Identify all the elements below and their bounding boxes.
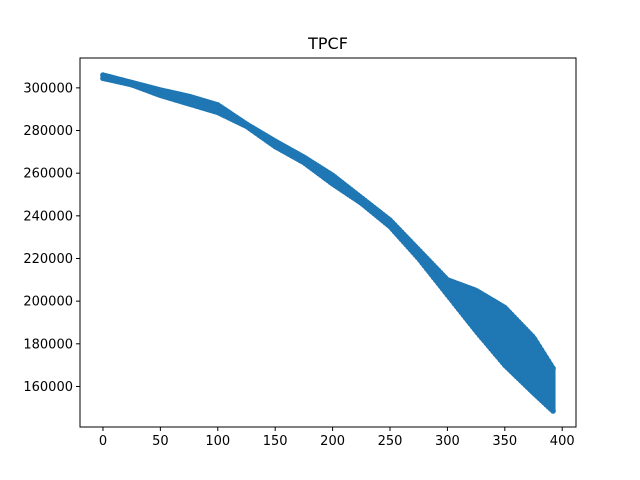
y-axis: 160000 180000 200000 220000 240000 260000 2800…: [23, 81, 80, 395]
x-tick-label: 0: [99, 434, 107, 449]
x-axis: 0 50 100 150 200 250 300 350 400: [99, 427, 575, 449]
y-tick-label: 240000: [23, 209, 73, 224]
y-tick-label: 200000: [23, 295, 73, 310]
y-tick-label: 160000: [23, 380, 73, 395]
x-tick-label: 350: [492, 434, 517, 449]
scatter-point: [550, 365, 556, 372]
y-tick-label: 220000: [23, 252, 73, 267]
scatter-series: [100, 72, 556, 414]
y-tick-label: 260000: [23, 167, 73, 182]
y-tick-label: 280000: [23, 124, 73, 139]
y-tick-label: 300000: [23, 81, 73, 96]
x-tick-label: 250: [378, 434, 403, 449]
x-tick-label: 400: [550, 434, 575, 449]
scatter-point: [550, 408, 556, 414]
axes-frame: [79, 57, 577, 428]
x-tick-label: 150: [263, 434, 288, 449]
x-tick-label: 300: [435, 434, 460, 449]
x-tick-label: 100: [205, 434, 230, 449]
x-tick-label: 200: [320, 434, 345, 449]
chart-title: TPCF: [307, 34, 348, 53]
y-tick-label: 180000: [23, 337, 73, 352]
x-tick-label: 50: [152, 434, 169, 449]
